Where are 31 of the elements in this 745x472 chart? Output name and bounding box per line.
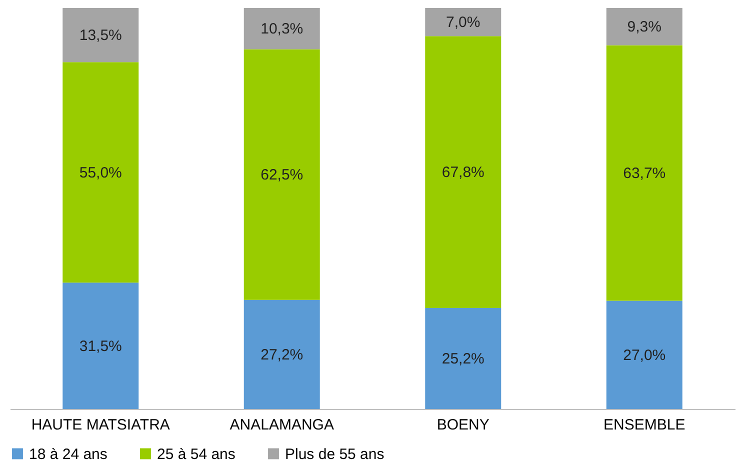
bar — [62, 8, 139, 62]
data-label: 10,3% — [260, 20, 304, 38]
data-label: 27,2% — [260, 346, 304, 364]
bar — [425, 308, 502, 409]
bar — [62, 62, 139, 283]
legend-label: 18 à 24 ans — [29, 446, 108, 463]
bar — [606, 300, 682, 409]
data-label: 7,0% — [446, 14, 480, 32]
bar — [425, 36, 502, 308]
bar — [425, 8, 502, 36]
x-tick-label: BOENY — [436, 416, 490, 434]
data-label: 13,5% — [79, 27, 122, 44]
x-tick-label: ANALAMANGA — [230, 416, 334, 434]
bar — [606, 45, 682, 301]
x-tick-label: HAUTE MATSIATRA — [31, 416, 170, 434]
bar — [606, 8, 682, 46]
bar — [244, 8, 320, 50]
bar — [62, 282, 139, 409]
legend-label: Plus de 55 ans — [285, 446, 384, 463]
data-label: 67,8% — [442, 164, 484, 182]
data-label: 62,5% — [260, 166, 304, 184]
data-label: 27,0% — [623, 346, 666, 364]
bar — [244, 300, 320, 409]
data-label: 63,7% — [623, 165, 666, 182]
data-label: 25,2% — [442, 350, 484, 368]
x-tick-label: ENSEMBLE — [604, 416, 686, 434]
data-label: 9,3% — [627, 18, 662, 36]
data-label: 55,0% — [79, 164, 122, 182]
legend-label: 25 à 54 ans — [157, 446, 236, 463]
bar — [244, 49, 320, 300]
data-label: 31,5% — [79, 338, 122, 355]
